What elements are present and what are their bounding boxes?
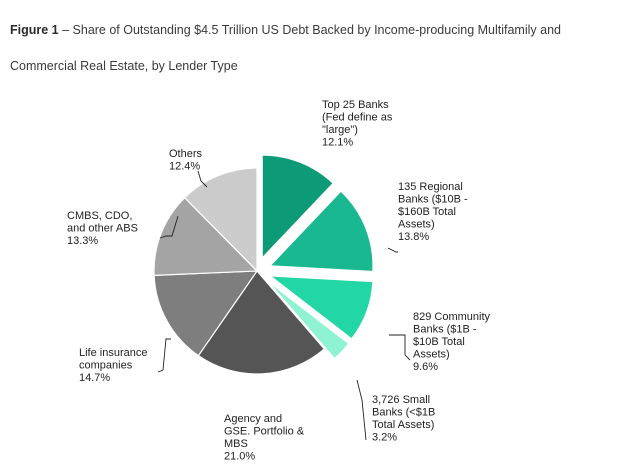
pie-slice	[183, 167, 258, 273]
slice-label: 135 Regional Banks ($10B -$160B Total Asse…	[398, 181, 468, 243]
pie-slice	[197, 270, 326, 375]
pie-slice	[261, 154, 334, 260]
figure-label: Figure 1	[10, 23, 59, 37]
pie-slice	[153, 270, 259, 357]
slice-label: 3,726 Small Banks (<$1B Total Assets) 3.2%	[372, 394, 435, 444]
slice-label: 829 Community Banks ($1B -$10B Total Asset…	[413, 311, 491, 373]
slice-label: Others 12.4%	[169, 148, 203, 173]
leader-line	[157, 338, 171, 373]
slice-label: CMBS, CDO, and other ABS 13.3%	[67, 210, 138, 247]
leader-line	[159, 215, 179, 239]
figure-title-text: Share of Outstanding $4.5 Trillion US De…	[10, 23, 561, 73]
pie-slice	[268, 190, 374, 273]
leader-line	[389, 334, 411, 361]
pie-slice	[266, 280, 350, 360]
pie-slice	[153, 196, 259, 276]
leader-line	[197, 170, 208, 188]
slice-label: Top 25 Banks (Fed define as "large") 12.1%	[322, 99, 393, 149]
slice-label: Life insurance companies 14.7%	[79, 347, 148, 384]
leader-line	[356, 379, 367, 441]
figure-title: Figure 1 – Share of Outstanding $4.5 Tri…	[10, 23, 561, 73]
leader-line	[387, 247, 398, 253]
pie-slice	[268, 275, 374, 340]
slice-label: Agency and GSE. Portfolio & MBS 21.0%	[224, 413, 305, 463]
